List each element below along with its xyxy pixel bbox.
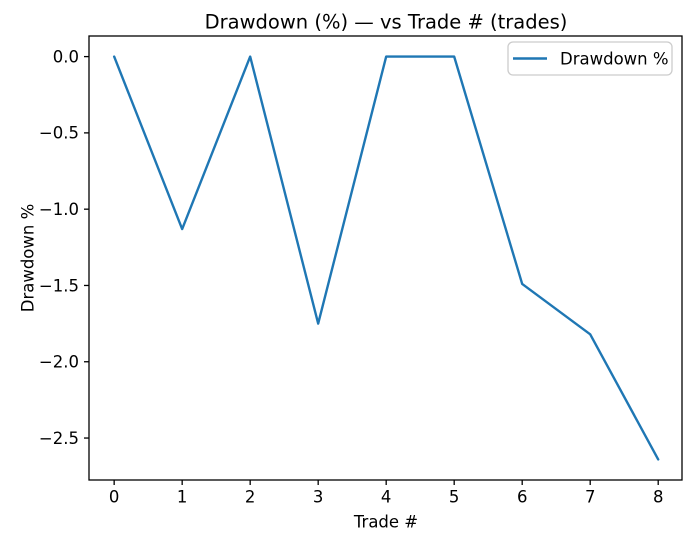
y-axis-label: Drawdown % [19, 204, 38, 313]
x-tick-label: 0 [109, 488, 120, 507]
drawdown-line [112, 55, 660, 461]
x-axis-label: Trade # [353, 513, 418, 532]
x-tick-label: 7 [585, 488, 596, 507]
x-axis-ticks: 0 1 2 3 4 5 6 7 8 [109, 480, 664, 507]
x-tick-label: 2 [245, 488, 256, 507]
x-tick-label: 4 [381, 488, 392, 507]
y-tick-label: −2.0 [39, 353, 79, 372]
x-tick-label: 1 [177, 488, 188, 507]
y-tick-label: −1.5 [39, 276, 79, 295]
legend: Drawdown % [507, 41, 673, 76]
x-tick-label: 8 [653, 488, 664, 507]
x-tick-label: 3 [313, 488, 324, 507]
plot-border [88, 35, 683, 481]
y-tick-label: −0.5 [39, 124, 79, 143]
y-tick-label: −1.0 [39, 200, 79, 219]
x-tick-label: 5 [449, 488, 460, 507]
y-axis-ticks: 0.0 −0.5 −1.0 −1.5 −2.0 −2.5 [39, 47, 89, 448]
legend-label: Drawdown % [560, 50, 669, 69]
chart-title: Drawdown (%) — vs Trade # (trades) [205, 11, 568, 34]
x-tick-label: 6 [517, 488, 528, 507]
legend-box [507, 41, 673, 76]
y-tick-label: −2.5 [39, 429, 79, 448]
y-tick-label: 0.0 [53, 47, 79, 66]
